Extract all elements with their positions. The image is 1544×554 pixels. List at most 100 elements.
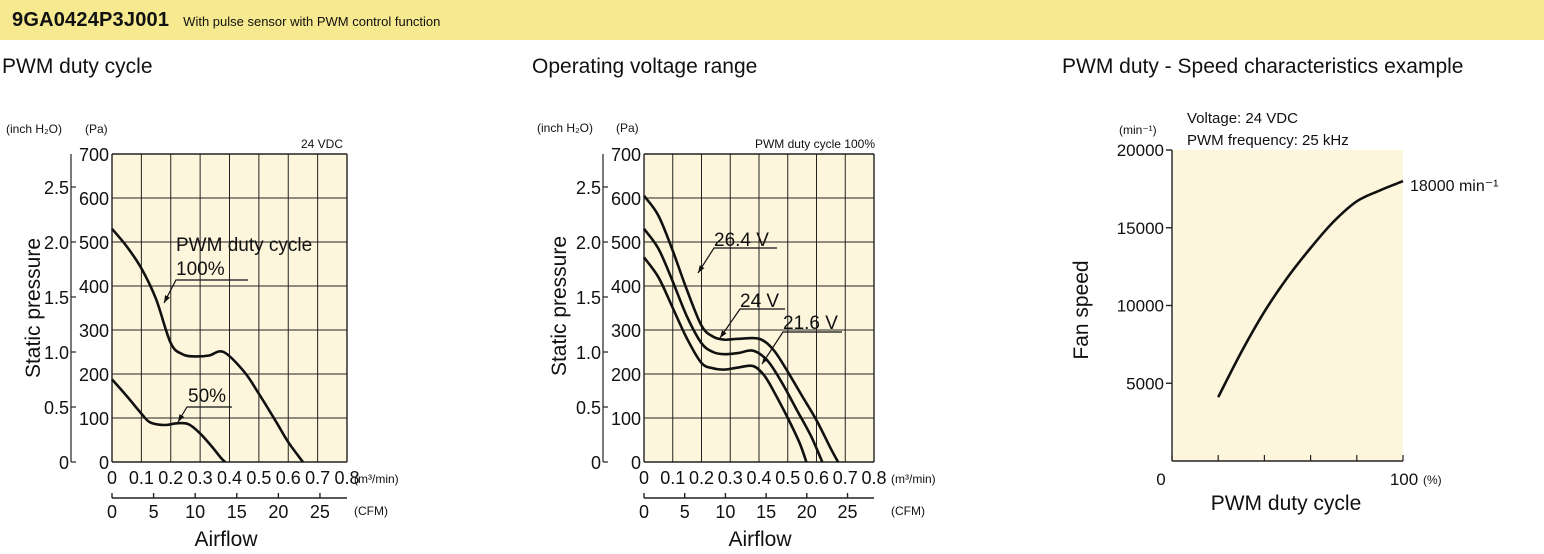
speed-end-label: 18000 min⁻¹ [1410,178,1499,195]
voltage-unit-inch: (inch H₂O) [537,121,593,135]
secondary-x-tick-label: 0 [639,502,649,522]
secondary-y-tick-label: 1.0 [576,343,601,363]
x-tick-label: 0.3 [718,468,743,488]
x-tick-label: 0.8 [334,468,359,488]
duty-condition: 24 VDC [301,137,343,151]
x-tick-label: 0.4 [746,468,771,488]
voltage-panel-title: Operating voltage range [532,55,758,78]
x-tick-label: 0.6 [276,468,301,488]
y-tick-label: 700 [611,145,641,165]
x-tick-label: 0.6 [804,468,829,488]
secondary-x-tick-label: 20 [268,502,288,522]
speed-plot-area [1172,150,1403,461]
y-tick-label: 500 [79,233,109,253]
secondary-y-tick-label: 0 [591,453,601,473]
secondary-x-tick-label: 5 [149,502,159,522]
secondary-x-tick-label: 5 [680,502,690,522]
leader-24 [719,308,785,339]
voltage-ylabel: Static pressure [548,236,571,376]
speed-curves [1217,179,1404,398]
model-number: 9GA0424P3J001 [12,8,170,31]
y-tick-label: 300 [611,321,641,341]
x-tick-label: 100 [1390,470,1418,489]
duty-xlabel: Airflow [194,528,258,551]
x-tick-label: 0.3 [188,468,213,488]
voltage-unit-cfm: (CFM) [891,504,925,518]
secondary-x-tick-label: 10 [715,502,735,522]
leader-24-arrowhead [720,330,727,338]
voltage-label-216: 21.6 V [783,313,838,334]
secondary-x-tick-label: 15 [227,502,247,522]
speed-frequency: PWM frequency: 25 kHz [1187,132,1349,149]
duty-panel-title: PWM duty cycle [2,55,153,78]
secondary-y-tick-label: 1.5 [44,288,69,308]
secondary-x-tick-label: 20 [797,502,817,522]
y-tick-label: 500 [611,233,641,253]
secondary-y-tick-label: 0.5 [576,398,601,418]
secondary-x-tick-label: 15 [756,502,776,522]
x-tick-label: 0.4 [217,468,242,488]
y-tick-label: 700 [79,145,109,165]
curve-speed [1217,179,1404,398]
secondary-x-tick-label: 25 [838,502,858,522]
x-tick-label: 0.1 [129,468,154,488]
duty-unit-cfm: (CFM) [354,504,388,518]
secondary-x-tick-label: 25 [310,502,330,522]
x-tick-label: 0 [1156,470,1165,489]
y-tick-label: 20000 [1117,141,1164,160]
voltage-xlabel: Airflow [728,528,792,551]
duty-curves [110,227,304,463]
y-tick-label: 400 [79,277,109,297]
secondary-y-tick-label: 2.0 [576,233,601,253]
duty-unit-pa: (Pa) [85,122,108,136]
x-tick-label: 0.2 [689,468,714,488]
leader-264 [697,247,777,274]
leader-216 [761,331,842,365]
leader-100 [163,279,248,304]
voltage-curves [642,195,842,463]
x-tick-label: 0.5 [246,468,271,488]
x-tick-label: 0.2 [158,468,183,488]
secondary-y-tick-label: 2.0 [44,233,69,253]
speed-axes: 5000 10000 15000 20000 0 100 [1117,141,1418,489]
y-tick-label: 600 [611,189,641,209]
curve-50- [111,378,227,463]
y-tick-label: 200 [611,365,641,385]
x-tick-label: 0.8 [861,468,886,488]
curve-100- [110,227,304,463]
voltage-unit-pa: (Pa) [616,121,639,135]
voltage-unit-m3: (m³/min) [891,472,936,486]
y-tick-label: 0 [631,453,641,473]
x-tick-label: 0.7 [833,468,858,488]
duty-annotation-line1: PWM duty cycle [176,235,312,256]
y-tick-label: 5000 [1126,374,1164,393]
leader-264-arrowhead [698,265,705,273]
secondary-y-tick-label: 1.5 [576,288,601,308]
speed-x-end-unit: (%) [1423,473,1442,487]
secondary-y-tick-label: 2.5 [44,178,69,198]
model-subtitle: With pulse sensor with PWM control funct… [183,14,441,29]
x-tick-label: 0.5 [775,468,800,488]
y-tick-label: 400 [611,277,641,297]
duty-unit-inch: (inch H₂O) [6,122,62,136]
voltage-label-24: 24 V [740,291,779,312]
speed-xlabel: PWM duty cycle [1211,492,1362,515]
voltage-chart: 0 100 200 300 400 500 600 700 0 0.5 1.0 1.5 2.0 2.5 0 0… [537,121,936,551]
secondary-y-tick-label: 2.5 [576,178,601,198]
y-tick-label: 100 [611,409,641,429]
voltage-axes: 0 100 200 300 400 500 600 700 0 0.5 1.0 1.5 2.0 2.5 0 0… [576,145,887,522]
voltage-label-264: 26.4 V [714,230,769,251]
curve-21-6-v [642,256,808,463]
secondary-y-tick-label: 1.0 [44,343,69,363]
y-tick-label: 0 [99,453,109,473]
curve-24-v [642,228,824,463]
x-tick-label: 0 [107,468,117,488]
duty-annotation-line2: 100% [176,259,225,280]
duty-unit-m3: (m³/min) [354,472,399,486]
speed-panel-title: PWM duty - Speed characteristics example [1062,55,1464,78]
duty-ylabel: Static pressure [22,238,45,378]
